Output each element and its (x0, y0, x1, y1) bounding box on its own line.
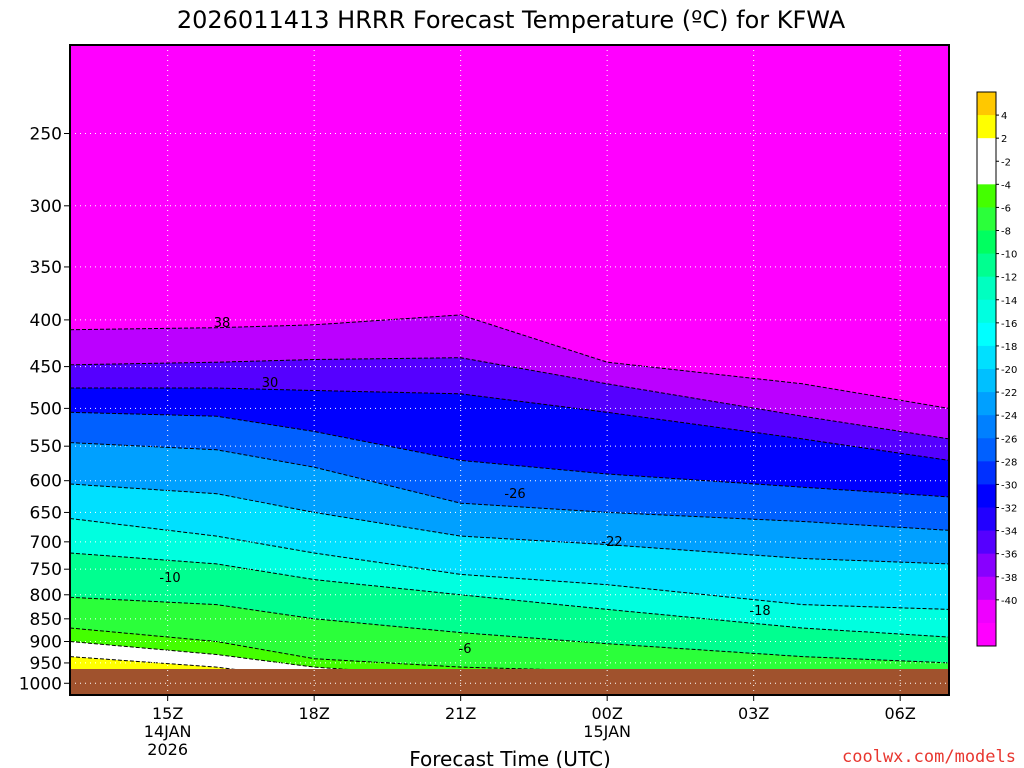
colorbar-swatch (977, 299, 996, 324)
plot-area (70, 45, 949, 695)
y-tick-label: 300 (30, 197, 62, 217)
x-tick-label: 2026 (147, 740, 188, 759)
colorbar-label: -18 (1001, 342, 1017, 353)
contour-line (70, 387, 949, 461)
y-axis: 2503003504004505005506006507007508008509… (19, 124, 70, 694)
y-tick-label: 250 (30, 124, 62, 144)
contour-labels: 38 30 -26 -22 -18 -10 -6 (159, 316, 770, 657)
colorbar-swatch (977, 115, 996, 139)
colorbar-label: -14 (1001, 296, 1017, 307)
colorbar-swatch (977, 576, 996, 601)
grid-lines (70, 45, 949, 695)
colorbar-label: -2 (1001, 157, 1011, 168)
y-tick-label: 650 (30, 503, 62, 523)
colorbar-label: -34 (1001, 527, 1017, 538)
colorbar-swatch (977, 369, 996, 393)
colorbar-label: -28 (1001, 457, 1017, 468)
contour-label: -6 (459, 642, 472, 657)
contour-line (70, 483, 949, 565)
colorbar-label: 2 (1001, 134, 1007, 145)
x-tick-label: 14JAN (144, 722, 192, 741)
colorbar-label: -30 (1001, 480, 1017, 491)
contour-label: -10 (159, 571, 180, 586)
y-tick-label: 500 (30, 399, 62, 419)
y-tick-label: 850 (30, 610, 62, 630)
colorbar-swatch (977, 138, 996, 162)
colorbar-swatch (977, 276, 996, 301)
x-tick-label: 15Z (152, 704, 183, 723)
y-tick-label: 950 (30, 654, 62, 674)
colorbar-swatch (977, 530, 996, 555)
contour-line (70, 411, 949, 498)
plot-frame (69, 44, 950, 696)
colorbar-label: -38 (1001, 573, 1017, 584)
colorbar-swatch (977, 438, 996, 462)
colorbar-swatch (977, 622, 996, 647)
colorbar: 4 2 -2 -4 -6 -8 -10 -12 -14 -16 -18 -20 -22 -24 -26 -28… (976, 91, 1017, 647)
contour-label: -18 (749, 604, 770, 619)
colorbar-swatch (977, 207, 996, 231)
colorbar-label: -32 (1001, 504, 1017, 515)
colorbar-label: -20 (1001, 365, 1017, 376)
colorbar-label: 4 (1001, 111, 1007, 122)
colorbar-swatch (977, 484, 996, 508)
colorbar-label: -40 (1001, 596, 1017, 607)
y-tick-label: 700 (30, 533, 62, 553)
colorbar-label: -6 (1001, 203, 1011, 214)
x-tick-label: 18Z (299, 704, 330, 723)
colorbar-swatch (977, 253, 996, 278)
contour-label: -22 (601, 535, 622, 550)
colorbar-swatch (977, 461, 996, 485)
ground-surface (70, 669, 949, 695)
x-tick-label: 21Z (445, 704, 476, 723)
y-tick-label: 450 (30, 358, 62, 378)
colorbar-swatch (977, 184, 996, 208)
x-tick-label: 06Z (885, 704, 916, 723)
y-tick-label: 750 (30, 560, 62, 580)
colorbar-label: -26 (1001, 434, 1017, 445)
colorbar-swatch (977, 92, 996, 116)
x-tick-label: 15JAN (583, 722, 631, 741)
colorbar-swatch (977, 161, 996, 185)
contour-label: 38 (214, 316, 231, 331)
contour-line (70, 596, 949, 664)
contour-line (70, 442, 949, 531)
colorbar-swatch (977, 345, 996, 370)
colorbar-label: -10 (1001, 250, 1017, 261)
colorbar-label: -12 (1001, 273, 1017, 284)
colorbar-label: -22 (1001, 388, 1017, 399)
x-tick-label: 00Z (592, 704, 623, 723)
colorbar-swatch (977, 553, 996, 578)
colorbar-swatch (977, 415, 996, 439)
contour-line (70, 357, 949, 440)
contour-label: -26 (504, 487, 525, 502)
y-tick-label: 400 (30, 311, 62, 331)
y-tick-label: 800 (30, 586, 62, 606)
colorbar-label: -36 (1001, 550, 1017, 561)
x-tick-label: 03Z (738, 704, 769, 723)
colorbar-label: -24 (1001, 411, 1017, 422)
temperature-bands (70, 314, 949, 695)
contour-label: 30 (262, 376, 279, 391)
colorbar-swatch (977, 230, 996, 254)
colorbar-swatch (977, 507, 996, 531)
y-tick-label: 550 (30, 437, 62, 457)
colorbar-label: -16 (1001, 319, 1017, 330)
y-tick-label: 600 (30, 472, 62, 492)
colorbar-label: -4 (1001, 180, 1011, 191)
colorbar-label: -8 (1001, 227, 1011, 238)
contour-line (70, 518, 949, 610)
colorbar-swatch (977, 392, 996, 416)
y-tick-label: 900 (30, 632, 62, 652)
y-tick-label: 1000 (19, 674, 62, 694)
colorbar-swatch (977, 322, 996, 347)
y-tick-label: 350 (30, 258, 62, 278)
watermark: coolwx.com/models (842, 747, 1016, 767)
chart-title: 2026011413 HRRR Forecast Temperature (ºC… (177, 6, 846, 34)
x-axis-label: Forecast Time (UTC) (409, 747, 611, 768)
colorbar-swatch (977, 599, 996, 624)
contour-line (70, 314, 949, 409)
